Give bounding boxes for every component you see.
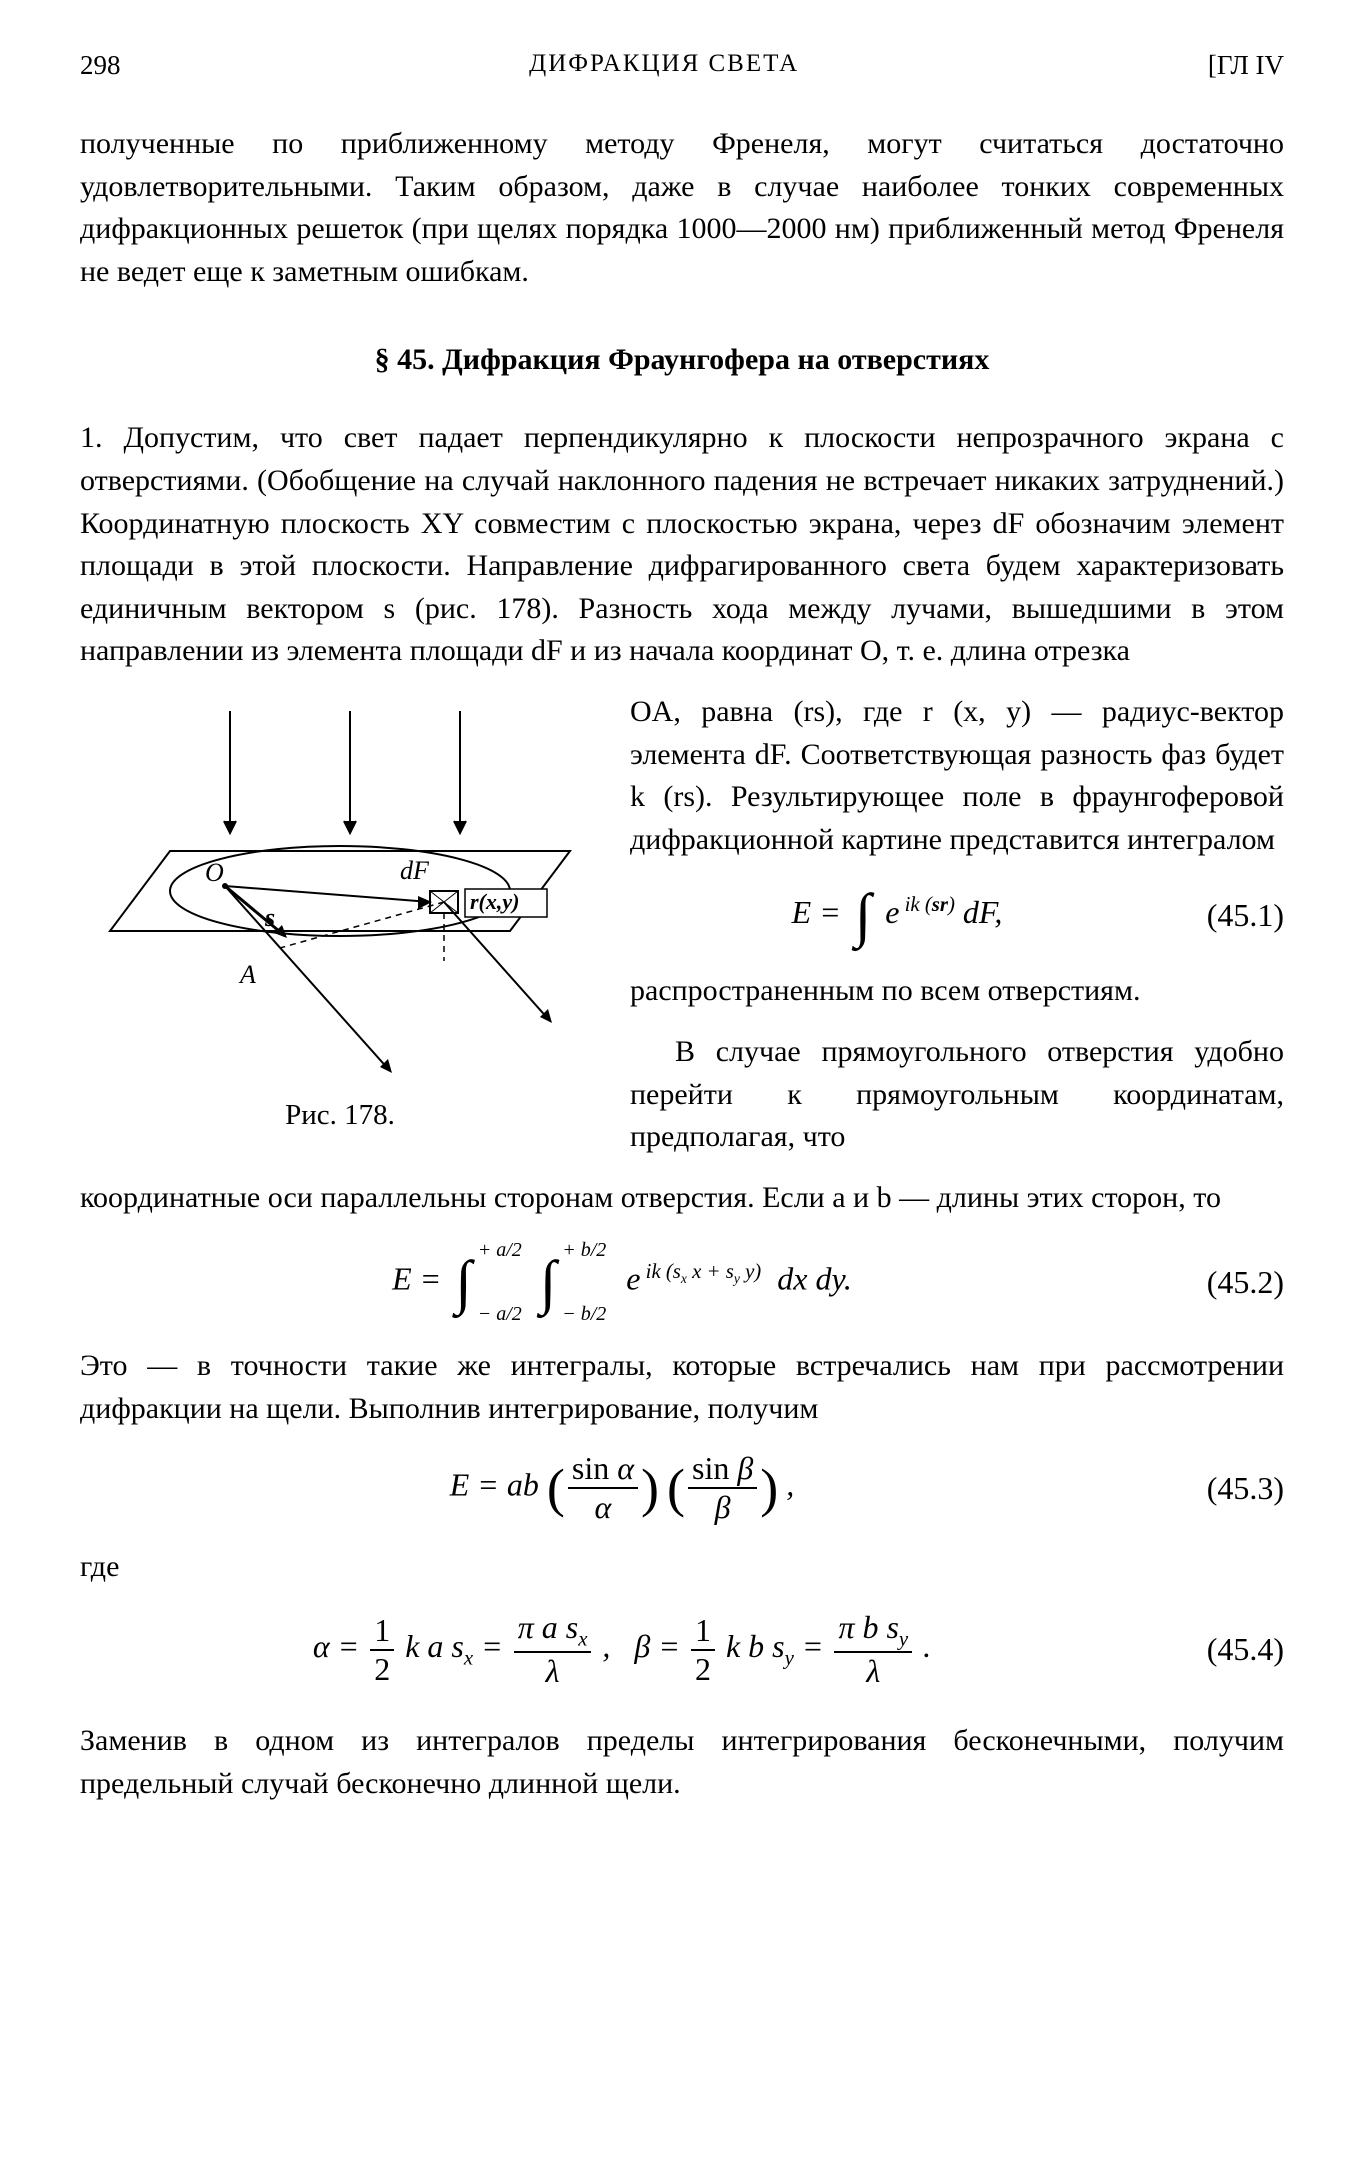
- eq-45-2-number: (45.2): [1164, 1264, 1284, 1301]
- page-number: 298: [80, 50, 121, 81]
- figure-svg: O dF r(x,y) s: [90, 701, 590, 1081]
- equation-45-3: E = ab (sin αα) (sin ββ) , (45.3): [80, 1450, 1284, 1526]
- equation-45-4: α = 12 k a sx = π a sxλ , β = 12 k b sy …: [80, 1609, 1284, 1690]
- chapter-mark: [ГЛ IV: [1208, 50, 1284, 81]
- paragraph-after-eq2: Это — в точности такие же интегралы, кот…: [80, 1345, 1284, 1430]
- page-header: 298 ДИФРАКЦИЯ СВЕТА [ГЛ IV: [80, 50, 1284, 81]
- figure-text-wrap: O dF r(x,y) s: [80, 691, 1284, 1177]
- eq-45-1-number: (45.1): [1164, 897, 1284, 934]
- page-container: 298 ДИФРАКЦИЯ СВЕТА [ГЛ IV полученные по…: [0, 0, 1364, 2180]
- final-paragraph: Заменив в одном из интегралов пределы ин…: [80, 1720, 1284, 1805]
- paragraph-1: 1. Допустим, что свет падает перпендикул…: [80, 417, 1284, 673]
- label-s: s: [264, 903, 275, 932]
- chapter-title: ДИФРАКЦИЯ СВЕТА: [121, 50, 1208, 81]
- label-A: A: [238, 960, 256, 989]
- eq-45-4-body: α = 12 k a sx = π a sxλ , β = 12 k b sy …: [80, 1609, 1164, 1690]
- where-label: где: [80, 1546, 1284, 1589]
- paragraph-after-figure: координатные оси параллельны сторонам от…: [80, 1177, 1284, 1220]
- eq-45-1-body: E = ∫ e ik (sr) dF,: [630, 881, 1164, 950]
- figure-caption: Рис. 178.: [80, 1099, 600, 1132]
- section-title: § 45. Дифракция Фраунгофера на отверстия…: [80, 343, 1284, 377]
- label-r: r(x,y): [470, 889, 519, 914]
- figure-178: O dF r(x,y) s: [80, 701, 600, 1132]
- eq-45-2-body: E = ∫+ a/2− a/2 ∫+ b/2− b/2 e ik (sx x +…: [80, 1239, 1164, 1325]
- intro-paragraph: полученные по приближенному методу Френе…: [80, 123, 1284, 293]
- label-O: O: [205, 858, 224, 887]
- equation-45-2: E = ∫+ a/2− a/2 ∫+ b/2− b/2 e ik (sx x +…: [80, 1239, 1284, 1325]
- label-dF: dF: [400, 856, 430, 885]
- eq-45-3-number: (45.3): [1164, 1470, 1284, 1507]
- eq-45-4-number: (45.4): [1164, 1631, 1284, 1668]
- equation-45-1: E = ∫ e ik (sr) dF, (45.1): [630, 881, 1284, 950]
- eq-45-3-body: E = ab (sin αα) (sin ββ) ,: [80, 1450, 1164, 1526]
